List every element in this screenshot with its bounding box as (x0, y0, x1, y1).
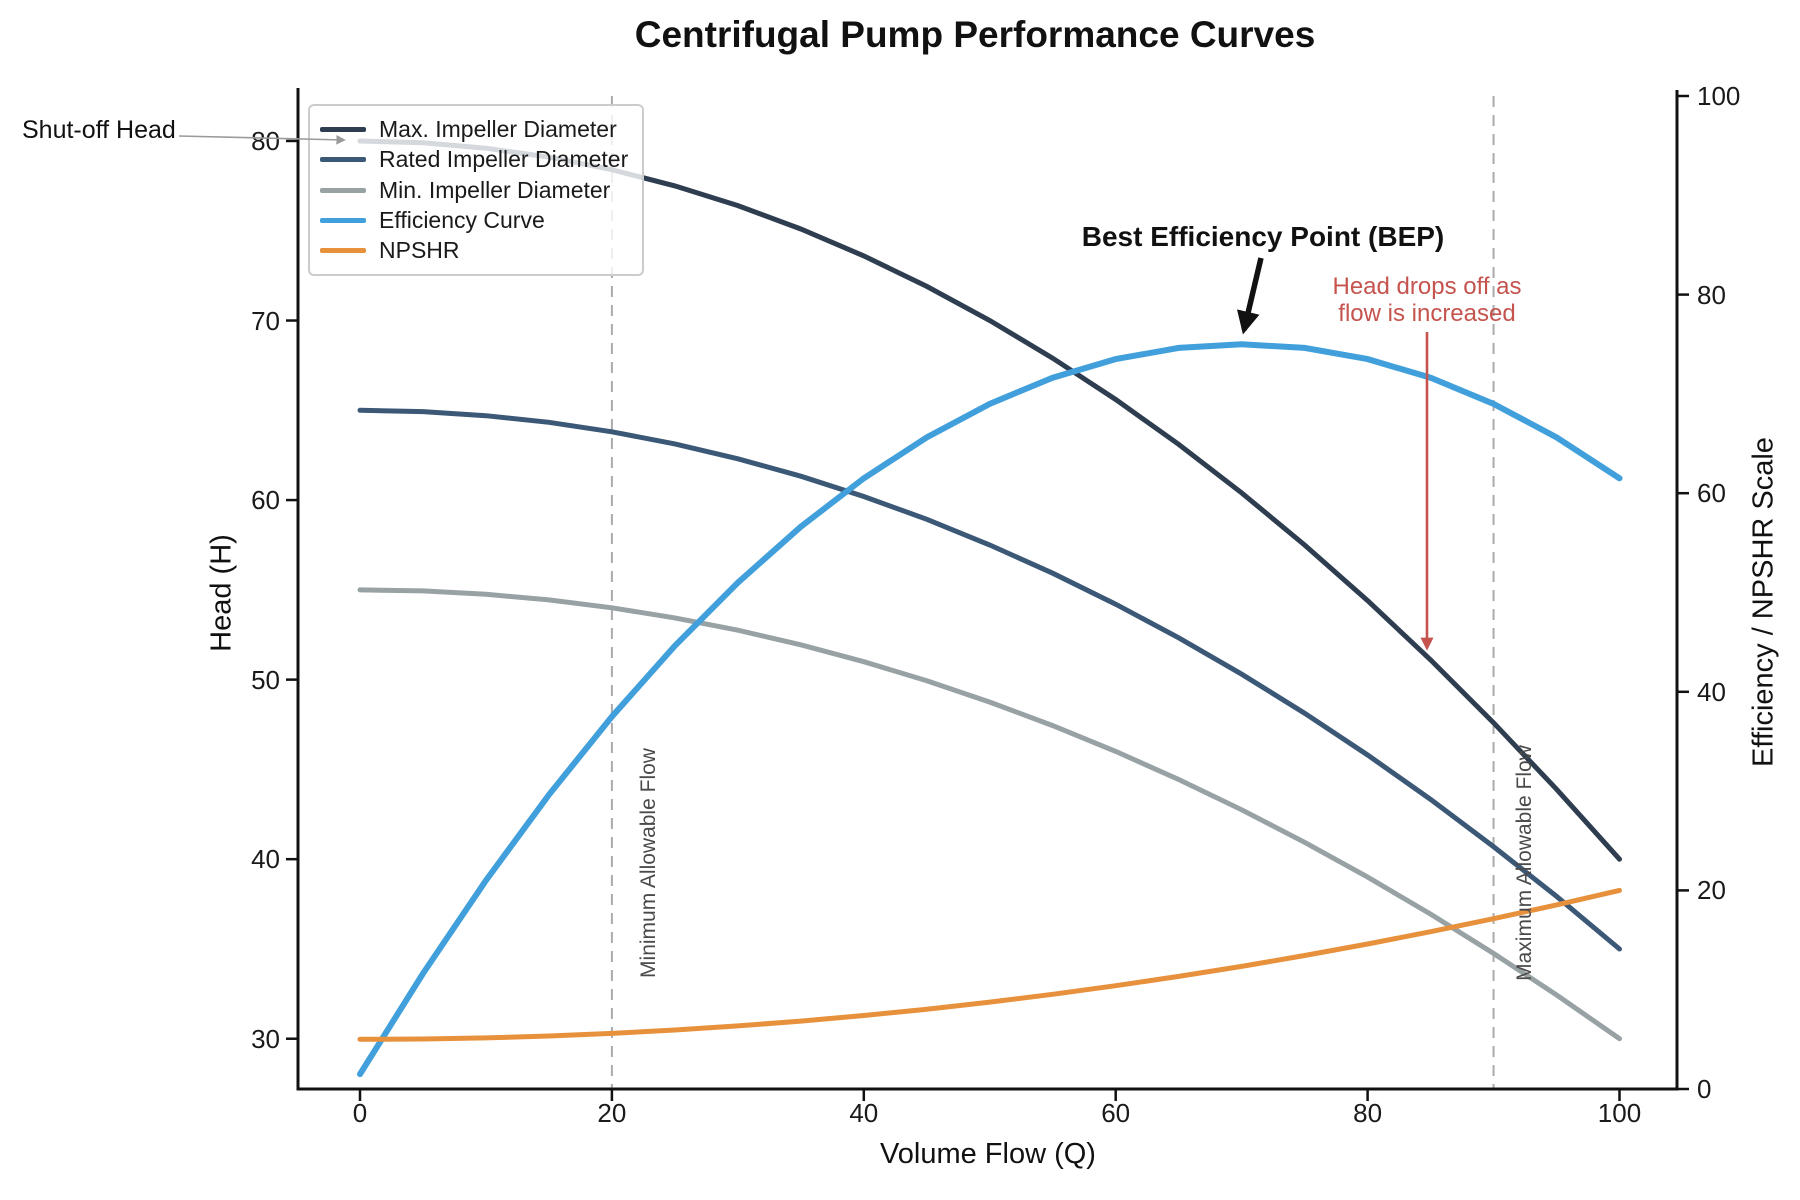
y-right-tick-label: 100 (1697, 81, 1741, 111)
legend-label: Max. Impeller Diameter (379, 115, 617, 142)
y-left-tick-label: 50 (251, 664, 280, 695)
curve-rated-impeller-diameter (357, 407, 1622, 952)
y-axis-label-right: Efficiency / NPSHR Scale (1747, 437, 1780, 767)
x-tick-label: 20 (597, 1098, 627, 1128)
x-tick-label: 100 (1597, 1098, 1642, 1128)
y-right-tick-label: 40 (1697, 676, 1726, 707)
y-axis-label-left: Head (H) (205, 534, 238, 652)
legend-item: NPSHR (320, 236, 632, 266)
legend-item: Min. Impeller Diameter (320, 175, 632, 205)
y-left-tick-label: 80 (251, 125, 280, 156)
curve-min-impeller-diameter (357, 587, 1622, 1042)
shutoff-head-annotation: Shut-off Head (22, 116, 176, 144)
legend-label: Min. Impeller Diameter (379, 176, 611, 203)
legend-item: Rated Impeller Diameter (320, 144, 632, 174)
shutoff-head-arrow (178, 135, 346, 145)
y-left-tick-label: 40 (251, 844, 280, 875)
legend-label: NPSHR (379, 237, 460, 264)
x-tick-label: 60 (1101, 1098, 1131, 1128)
y-left-tick-label: 60 (251, 485, 280, 516)
chart-title: Centrifugal Pump Performance Curves (634, 14, 1316, 55)
bep-annotation: Best Efficiency Point (BEP) (1081, 221, 1445, 252)
x-tick-label: 40 (849, 1098, 879, 1128)
legend-swatch-icon (320, 187, 366, 193)
x-tick-label: 0 (352, 1098, 368, 1128)
legend: Max. Impeller Diameter Rated Impeller Dia… (308, 104, 644, 276)
y-right-tick-label: 80 (1697, 279, 1726, 310)
legend-swatch-icon (320, 157, 366, 163)
x-tick-label: 80 (1353, 1098, 1383, 1128)
y-right-tick-label: 20 (1697, 875, 1726, 906)
legend-swatch-icon (320, 217, 366, 223)
legend-swatch-icon (320, 248, 366, 254)
legend-label: Efficiency Curve (379, 206, 545, 233)
legend-swatch-icon (320, 126, 366, 132)
legend-label: Rated Impeller Diameter (379, 146, 629, 173)
head-drop-annotation: Head drops off as flow is increased (1332, 273, 1521, 327)
legend-item: Efficiency Curve (320, 205, 632, 235)
y-left-tick-label: 30 (251, 1023, 280, 1054)
y-right-tick-label: 0 (1697, 1074, 1712, 1104)
y-left-tick-label: 70 (251, 305, 280, 336)
x-axis-label: Volume Flow (Q) (880, 1138, 1096, 1170)
legend-item: Max. Impeller Diameter (320, 114, 632, 144)
head-drop-line2: flow is increased (1338, 300, 1516, 327)
curve-efficiency-curve (357, 341, 1623, 1078)
head-drop-line1: Head drops off as (1332, 273, 1522, 300)
curve-npshr (357, 887, 1622, 1042)
y-right-tick-label: 60 (1697, 478, 1726, 509)
bep-arrow (1237, 257, 1264, 335)
